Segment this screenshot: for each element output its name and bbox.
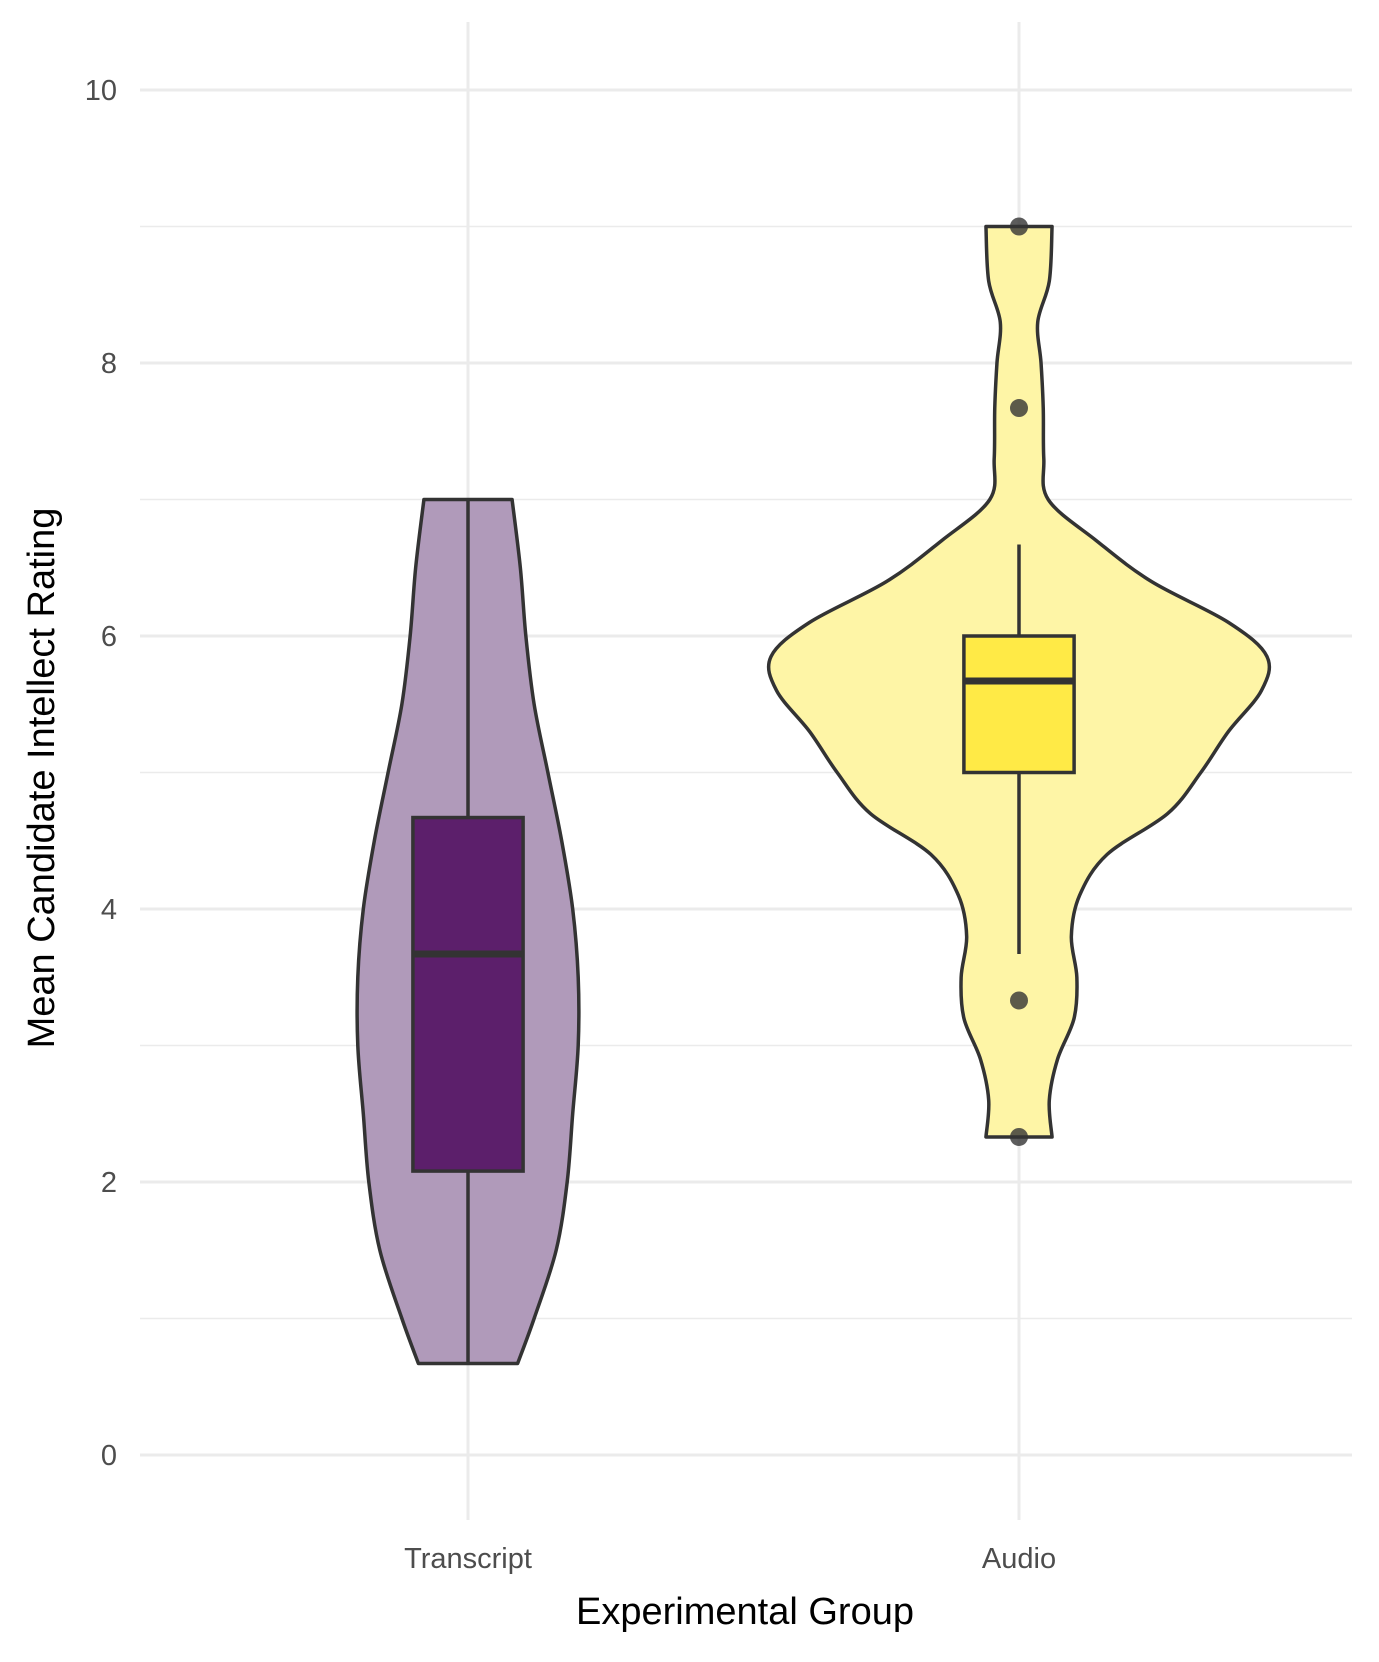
group-audio [766, 217, 1272, 1146]
y-tick-label-6: 6 [101, 621, 117, 653]
outlier-point-audio-2 [1010, 991, 1028, 1010]
y-tick-label-0: 0 [101, 1440, 117, 1472]
x-axis-ticks: Transcript Audio [404, 1543, 1056, 1575]
y-tick-label-10: 10 [85, 75, 117, 107]
x-axis-title: Experimental Group [576, 1591, 914, 1633]
y-axis-ticks: 0 2 4 6 8 10 [85, 75, 117, 1472]
y-axis-title: Mean Candidate Intellect Rating [21, 508, 63, 1049]
x-tick-label-audio: Audio [982, 1543, 1056, 1575]
plot-area [355, 217, 1272, 1366]
y-tick-label-2: 2 [101, 1167, 117, 1199]
box-transcript [411, 815, 525, 1173]
y-tick-label-8: 8 [101, 348, 117, 380]
y-tick-label-4: 4 [101, 894, 117, 926]
box-audio [962, 634, 1076, 775]
outlier-point-audio-1 [1010, 399, 1028, 418]
group-transcript [355, 497, 581, 1366]
x-tick-label-transcript: Transcript [404, 1543, 532, 1575]
outlier-point-audio-3 [1010, 1127, 1028, 1146]
outlier-point-audio-0 [1010, 217, 1028, 236]
